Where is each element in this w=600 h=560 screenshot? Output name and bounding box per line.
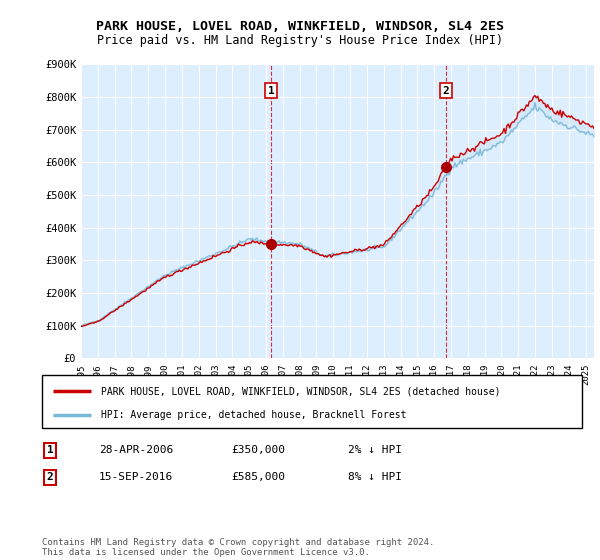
Text: 1: 1	[268, 86, 274, 96]
Text: 2% ↓ HPI: 2% ↓ HPI	[348, 445, 402, 455]
Text: 8% ↓ HPI: 8% ↓ HPI	[348, 472, 402, 482]
Text: 1: 1	[47, 445, 53, 455]
Text: 2: 2	[47, 472, 53, 482]
Text: 15-SEP-2016: 15-SEP-2016	[99, 472, 173, 482]
Text: 28-APR-2006: 28-APR-2006	[99, 445, 173, 455]
Text: PARK HOUSE, LOVEL ROAD, WINKFIELD, WINDSOR, SL4 2ES: PARK HOUSE, LOVEL ROAD, WINKFIELD, WINDS…	[96, 20, 504, 32]
Text: £585,000: £585,000	[231, 472, 285, 482]
Text: Contains HM Land Registry data © Crown copyright and database right 2024.
This d: Contains HM Land Registry data © Crown c…	[42, 538, 434, 557]
Text: 2: 2	[443, 86, 449, 96]
Text: £350,000: £350,000	[231, 445, 285, 455]
Text: PARK HOUSE, LOVEL ROAD, WINKFIELD, WINDSOR, SL4 2ES (detached house): PARK HOUSE, LOVEL ROAD, WINKFIELD, WINDS…	[101, 386, 501, 396]
Text: Price paid vs. HM Land Registry's House Price Index (HPI): Price paid vs. HM Land Registry's House …	[97, 34, 503, 46]
Text: HPI: Average price, detached house, Bracknell Forest: HPI: Average price, detached house, Brac…	[101, 410, 407, 420]
